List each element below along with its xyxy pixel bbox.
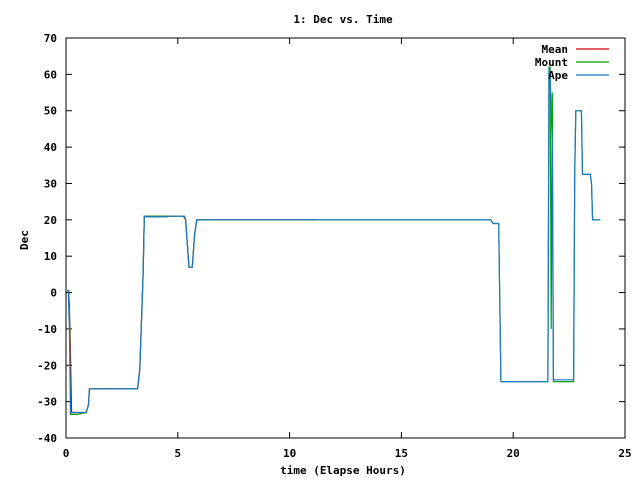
chart-title: 1: Dec vs. Time bbox=[293, 13, 393, 26]
legend-label-mean: Mean bbox=[542, 43, 569, 56]
x-tick-label: 20 bbox=[507, 447, 520, 460]
x-tick-label: 0 bbox=[63, 447, 70, 460]
x-tick-label: 15 bbox=[395, 447, 408, 460]
plot-frame bbox=[65, 37, 626, 439]
y-tick-label: 40 bbox=[44, 141, 57, 154]
y-tick-label: 10 bbox=[44, 250, 57, 263]
y-tick-label: 60 bbox=[44, 68, 57, 81]
y-tick-label: 0 bbox=[50, 287, 57, 300]
y-tick-label: 20 bbox=[44, 214, 57, 227]
y-tick-label: -20 bbox=[37, 359, 57, 372]
y-axis-label: Dec bbox=[18, 230, 31, 250]
x-tick-label: 10 bbox=[283, 447, 296, 460]
x-axis-label: time (Elapse Hours) bbox=[280, 464, 406, 477]
axis-ticks: -40 -30 -20 -10 0 10 20 30 40 50 60 70 0 5 10 15 20 25 bbox=[37, 32, 632, 460]
series-line-mount bbox=[67, 66, 601, 415]
legend-label-mount: Mount bbox=[535, 56, 568, 69]
series-layer bbox=[67, 66, 601, 415]
y-tick-label: 30 bbox=[44, 177, 57, 190]
series-line-ape bbox=[67, 67, 601, 414]
y-tick-label: 50 bbox=[44, 105, 57, 118]
x-tick-label: 5 bbox=[174, 447, 181, 460]
y-tick-label: -10 bbox=[37, 323, 57, 336]
y-tick-label: -40 bbox=[37, 432, 57, 445]
series-line-mean bbox=[67, 215, 317, 414]
y-tick-label: -30 bbox=[37, 396, 57, 409]
x-tick-label: 25 bbox=[618, 447, 631, 460]
y-tick-label: 70 bbox=[44, 32, 57, 45]
legend-label-ape: Ape bbox=[548, 69, 568, 82]
